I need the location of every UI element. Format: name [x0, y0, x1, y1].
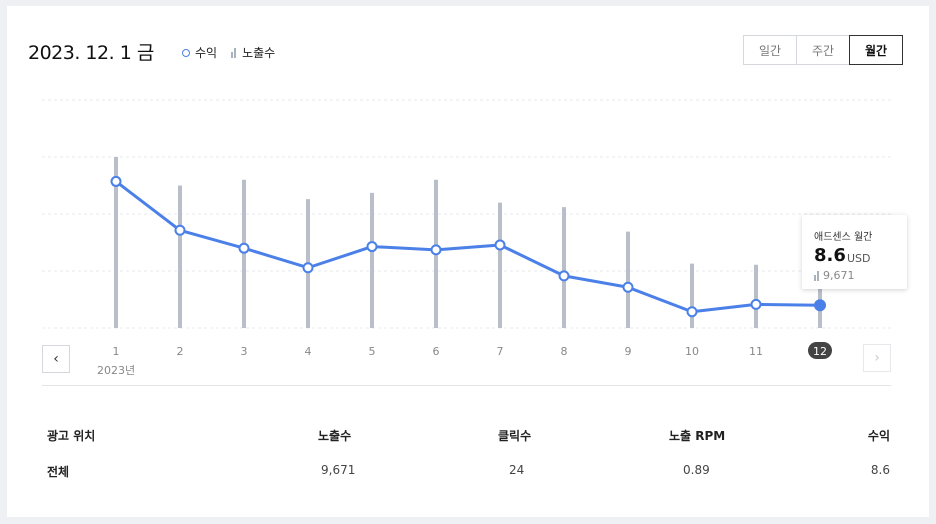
revenue-point: [752, 300, 761, 309]
divider: [42, 385, 891, 386]
year-label: 2023년: [97, 362, 135, 378]
revenue-point: [432, 245, 441, 254]
x-tick-label: 11: [749, 345, 763, 358]
tooltip-unit: USD: [847, 252, 871, 265]
x-tick-label: 7: [497, 345, 504, 358]
tooltip-impressions-value: 9,671: [823, 269, 855, 282]
revenue-point: [688, 307, 697, 316]
x-tick-label: 5: [369, 345, 376, 358]
td-clicks: 24: [509, 463, 524, 477]
revenue-point: [815, 300, 825, 310]
x-tick-label: 4: [305, 345, 312, 358]
chevron-right-icon: ›: [874, 350, 880, 366]
tooltip-title: 애드센스 월간: [814, 228, 872, 243]
prev-period-button[interactable]: ‹: [42, 345, 70, 373]
td-ad-position: 전체: [47, 463, 69, 480]
tab-monthly[interactable]: 월간: [849, 35, 903, 65]
x-tick-label: 1: [113, 345, 120, 358]
td-rpm: 0.89: [683, 463, 710, 477]
tooltip-value: 8.6: [814, 245, 846, 266]
revenue-point: [112, 177, 121, 186]
td-revenue: 8.6: [871, 463, 890, 477]
x-tick-label: 2: [177, 345, 184, 358]
th-ad-position: 광고 위치: [47, 427, 95, 444]
th-rpm: 노출 RPM: [669, 427, 725, 444]
th-impressions: 노출수: [318, 427, 351, 444]
th-clicks: 클릭수: [498, 427, 531, 444]
revenue-point: [240, 244, 249, 253]
revenue-point: [560, 271, 569, 280]
x-tick-label: 6: [433, 345, 440, 358]
revenue-point: [496, 240, 505, 249]
chart-tooltip: 애드센스 월간 8.6 USD 9,671: [802, 215, 907, 289]
revenue-point: [176, 226, 185, 235]
impressions-icon: [814, 271, 820, 281]
revenue-point: [624, 283, 633, 292]
td-impressions: 9,671: [321, 463, 355, 477]
tooltip-impressions: 9,671: [814, 269, 855, 282]
revenue-point: [368, 242, 377, 251]
chevron-left-icon: ‹: [53, 351, 59, 367]
x-tick-label: 10: [685, 345, 699, 358]
revenue-line: [116, 181, 820, 311]
revenue-point: [304, 263, 313, 272]
x-tick-label: 12: [813, 345, 827, 358]
next-period-button[interactable]: ›: [863, 344, 891, 372]
x-tick-label: 8: [561, 345, 568, 358]
x-tick-label: 3: [241, 345, 248, 358]
x-tick-label: 9: [625, 345, 632, 358]
th-revenue: 수익: [868, 427, 890, 444]
